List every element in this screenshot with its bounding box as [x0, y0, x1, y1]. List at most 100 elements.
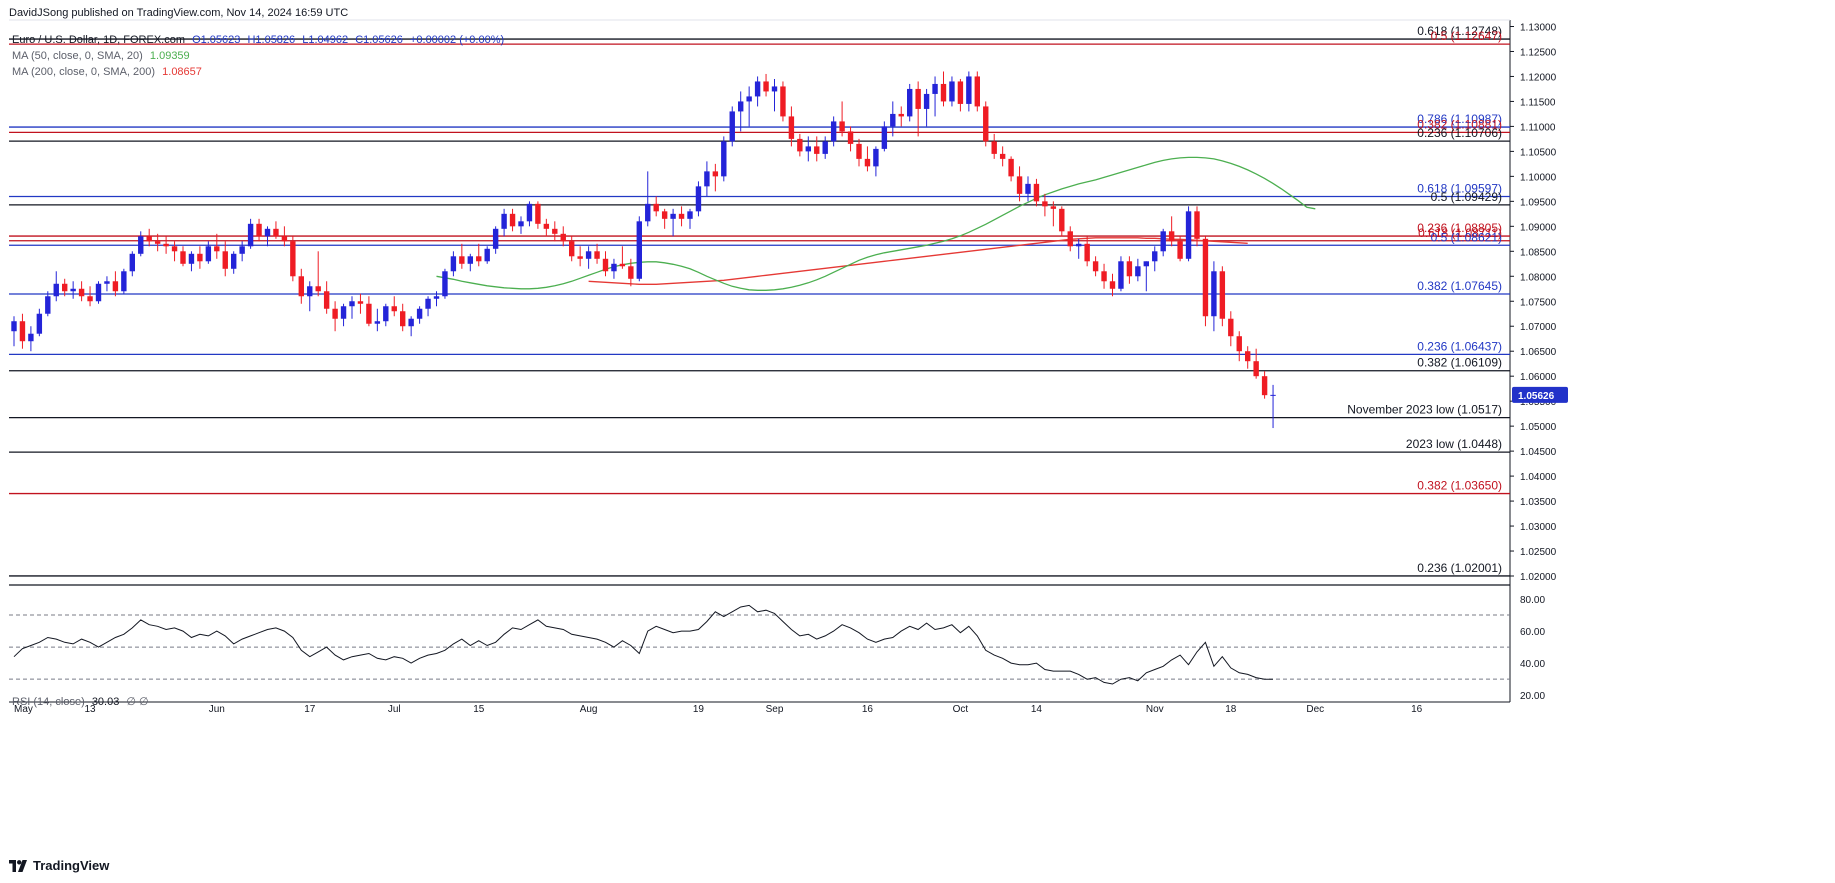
- candle-body: [501, 213, 507, 229]
- time-axis[interactable]: May 13 Jun 17 Jul 15 Aug 19 Sep 16 Oct 14 Nov 18 Dec 16: [14, 704, 1423, 715]
- level-label: 0.5 (1.08621): [1431, 230, 1502, 244]
- price-tick-label: 1.03500: [1520, 497, 1557, 508]
- symbol-name: Euro / U.S. Dollar, 1D, FOREX.com: [12, 34, 185, 46]
- candle-body: [247, 223, 254, 247]
- candle-body: [476, 256, 482, 262]
- candle-body: [400, 311, 406, 327]
- candle-body: [484, 248, 490, 262]
- price-axis[interactable]: 1.13000 1.12500 1.12000 1.11500 1.11000 1.105…: [1510, 22, 1568, 583]
- candle-body: [518, 221, 524, 227]
- candle-body: [492, 228, 499, 249]
- candle-body: [611, 263, 617, 272]
- level-label: 0.236 (1.08805): [1417, 221, 1502, 235]
- candle-body: [1177, 241, 1183, 259]
- ma50-value: 1.09359: [149, 50, 190, 62]
- candle-body: [11, 321, 17, 332]
- tradingview-logo-icon: [9, 859, 27, 872]
- candle-body: [780, 86, 786, 117]
- candle-body: [754, 81, 761, 97]
- publisher-text: DavidJSong published on TradingView.com,…: [9, 7, 349, 19]
- price-tick-label: 1.04000: [1520, 472, 1557, 483]
- level-label: 0.382 (1.03650): [1417, 479, 1502, 493]
- price-tick-label: 1.10500: [1520, 147, 1557, 158]
- candle-body: [425, 298, 431, 309]
- candle-body: [847, 131, 854, 144]
- candle-body: [416, 308, 423, 319]
- candle-body: [670, 213, 676, 219]
- candle-body: [1211, 271, 1217, 317]
- price-tick-label: 1.11000: [1520, 122, 1556, 133]
- rsi-line: [13, 604, 1273, 685]
- tradingview-logo[interactable]: TradingView: [9, 858, 109, 873]
- price-tick-label: 1.09500: [1520, 197, 1557, 208]
- candle-body: [738, 101, 744, 112]
- time-tick-label: Sep: [766, 704, 784, 715]
- tradingview-logo-text: TradingView: [33, 858, 110, 873]
- candle-body: [19, 321, 26, 342]
- candle-body: [966, 76, 972, 104]
- level-label: 0.618 (1.08711): [1418, 226, 1502, 240]
- candle-body: [70, 288, 76, 292]
- candle-body: [788, 116, 795, 139]
- candle-body: [814, 146, 820, 154]
- candle-body: [619, 263, 626, 267]
- candle-body: [442, 271, 448, 297]
- candle-body: [349, 301, 355, 307]
- time-tick-label: 17: [304, 704, 316, 715]
- candle-body: [239, 246, 245, 254]
- ohlc-change: +0.00002 (+0.00%): [409, 34, 505, 46]
- ma200-legend[interactable]: MA (200, close, 0, SMA, 200) 1.08657: [12, 66, 206, 78]
- ma50-label: MA (50, close, 0, SMA, 20): [12, 50, 143, 62]
- candle-body: [374, 321, 381, 324]
- time-tick-label: 15: [473, 704, 485, 715]
- candle-body: [36, 313, 43, 334]
- candle-body: [1270, 394, 1276, 396]
- candle-body: [197, 253, 203, 262]
- candle-body: [1059, 208, 1065, 232]
- candle-body: [535, 203, 541, 224]
- candle-body: [1202, 238, 1209, 317]
- candle-body: [509, 213, 516, 227]
- candle-body: [830, 121, 837, 142]
- time-tick-label: Jul: [388, 704, 401, 715]
- rsi-tick-label: 80.00: [1520, 595, 1545, 606]
- candle-body: [45, 296, 51, 314]
- candle-body: [205, 246, 212, 262]
- ma50-legend[interactable]: MA (50, close, 0, SMA, 20) 1.09359: [12, 50, 194, 62]
- candle-body: [805, 146, 811, 152]
- candle-body: [729, 111, 735, 142]
- candle-body: [332, 308, 338, 319]
- candle-body: [340, 306, 347, 319]
- candle-body: [1228, 318, 1234, 337]
- candle-body: [949, 81, 955, 102]
- candle-body: [704, 171, 710, 187]
- candle-body: [366, 303, 372, 324]
- ma200-line: [588, 237, 1248, 285]
- candle-body: [53, 283, 59, 297]
- candle-body: [771, 86, 778, 92]
- candle-body: [923, 93, 930, 109]
- candle-body: [661, 211, 668, 219]
- candle-body: [1050, 206, 1057, 209]
- rsi-legend[interactable]: RSI (14, close) 30.03 ∅ ∅: [12, 695, 153, 708]
- candle-body: [712, 171, 719, 177]
- ma200-label: MA (200, close, 0, SMA, 200): [12, 66, 156, 78]
- level-label: 0.236 (1.10706): [1417, 126, 1502, 140]
- symbol-legend[interactable]: Euro / U.S. Dollar, 1D, FOREX.com O1.056…: [12, 34, 508, 46]
- ma50-line: [436, 156, 1316, 291]
- candle-body: [1033, 183, 1040, 202]
- candle-body: [138, 236, 144, 254]
- price-tick-label: 1.06500: [1520, 347, 1557, 358]
- candle-body: [864, 158, 871, 167]
- candle-body: [1016, 176, 1023, 194]
- candle-body: [1084, 243, 1090, 262]
- candle-body: [214, 246, 220, 252]
- candle-body: [281, 236, 288, 242]
- candle-body: [645, 203, 651, 222]
- candle-body: [188, 253, 195, 264]
- candle-body: [932, 83, 938, 94]
- candle-body: [560, 233, 566, 242]
- candle-body: [890, 113, 896, 127]
- time-tick-label: Aug: [580, 704, 598, 715]
